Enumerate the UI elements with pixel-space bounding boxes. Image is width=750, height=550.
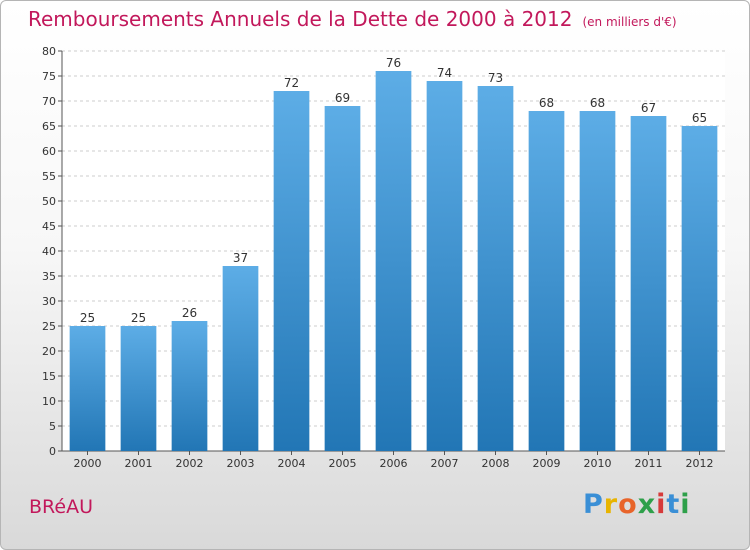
x-tick-label: 2003 [227, 457, 255, 470]
proxiti-logo: Proxiti [583, 489, 691, 520]
y-tick-label: 45 [42, 220, 56, 233]
y-tick-label: 70 [42, 95, 56, 108]
bar [222, 266, 259, 451]
x-tick-label: 2011 [635, 457, 663, 470]
logo-letter: i [656, 489, 667, 520]
bar-value-label: 68 [539, 96, 554, 110]
y-tick-label: 30 [42, 295, 56, 308]
x-tick-label: 2008 [482, 457, 510, 470]
bar [273, 91, 310, 451]
bar-value-label: 25 [80, 311, 95, 325]
y-tick-label: 75 [42, 70, 56, 83]
chart-title-text: Remboursements Annuels de la Dette de 20… [28, 7, 573, 31]
y-tick-label: 80 [42, 45, 56, 58]
x-tick-label: 2010 [584, 457, 612, 470]
y-tick-label: 10 [42, 395, 56, 408]
y-tick-label: 25 [42, 320, 56, 333]
bar-value-label: 67 [641, 101, 656, 115]
y-tick-label: 0 [49, 445, 56, 458]
x-tick-label: 2007 [431, 457, 459, 470]
bar-value-label: 68 [590, 96, 605, 110]
bar [579, 111, 616, 451]
y-tick-label: 15 [42, 370, 56, 383]
y-tick-label: 65 [42, 120, 56, 133]
y-tick-label: 35 [42, 270, 56, 283]
bar-value-label: 72 [284, 76, 299, 90]
bar [69, 326, 106, 451]
bar [477, 86, 514, 451]
y-tick-label: 55 [42, 170, 56, 183]
bar [630, 116, 667, 451]
y-tick-label: 60 [42, 145, 56, 158]
bar-value-label: 69 [335, 91, 350, 105]
bar-value-label: 76 [386, 56, 401, 70]
bar [681, 126, 718, 451]
logo-letter: P [583, 489, 604, 520]
bar-value-label: 73 [488, 71, 503, 85]
chart-unit: (en milliers d'€) [582, 15, 677, 29]
x-tick-label: 2002 [176, 457, 204, 470]
bar [375, 71, 412, 451]
logo-letter: o [618, 489, 638, 520]
y-tick-label: 40 [42, 245, 56, 258]
logo-letter: x [637, 489, 657, 520]
x-tick-label: 2005 [329, 457, 357, 470]
chart-title: Remboursements Annuels de la Dette de 20… [28, 7, 677, 31]
bar-value-label: 25 [131, 311, 146, 325]
bar-value-label: 74 [437, 66, 452, 80]
x-tick-label: 2001 [125, 457, 153, 470]
bar [324, 106, 361, 451]
logo-letter: t [666, 489, 681, 520]
x-tick-label: 2006 [380, 457, 408, 470]
y-tick-label: 20 [42, 345, 56, 358]
logo-letter: i [680, 489, 691, 520]
logo-letter: r [603, 489, 619, 520]
y-tick-label: 5 [49, 420, 56, 433]
bar [171, 321, 208, 451]
commune-name: BRéAU [29, 496, 93, 518]
bar [426, 81, 463, 451]
bar-value-label: 37 [233, 251, 248, 265]
x-tick-label: 2000 [74, 457, 102, 470]
bar [528, 111, 565, 451]
y-tick-label: 50 [42, 195, 56, 208]
bar [120, 326, 157, 451]
bar-value-label: 26 [182, 306, 197, 320]
x-tick-label: 2012 [686, 457, 714, 470]
x-tick-label: 2009 [533, 457, 561, 470]
bar-value-label: 65 [692, 111, 707, 125]
x-tick-label: 2004 [278, 457, 306, 470]
